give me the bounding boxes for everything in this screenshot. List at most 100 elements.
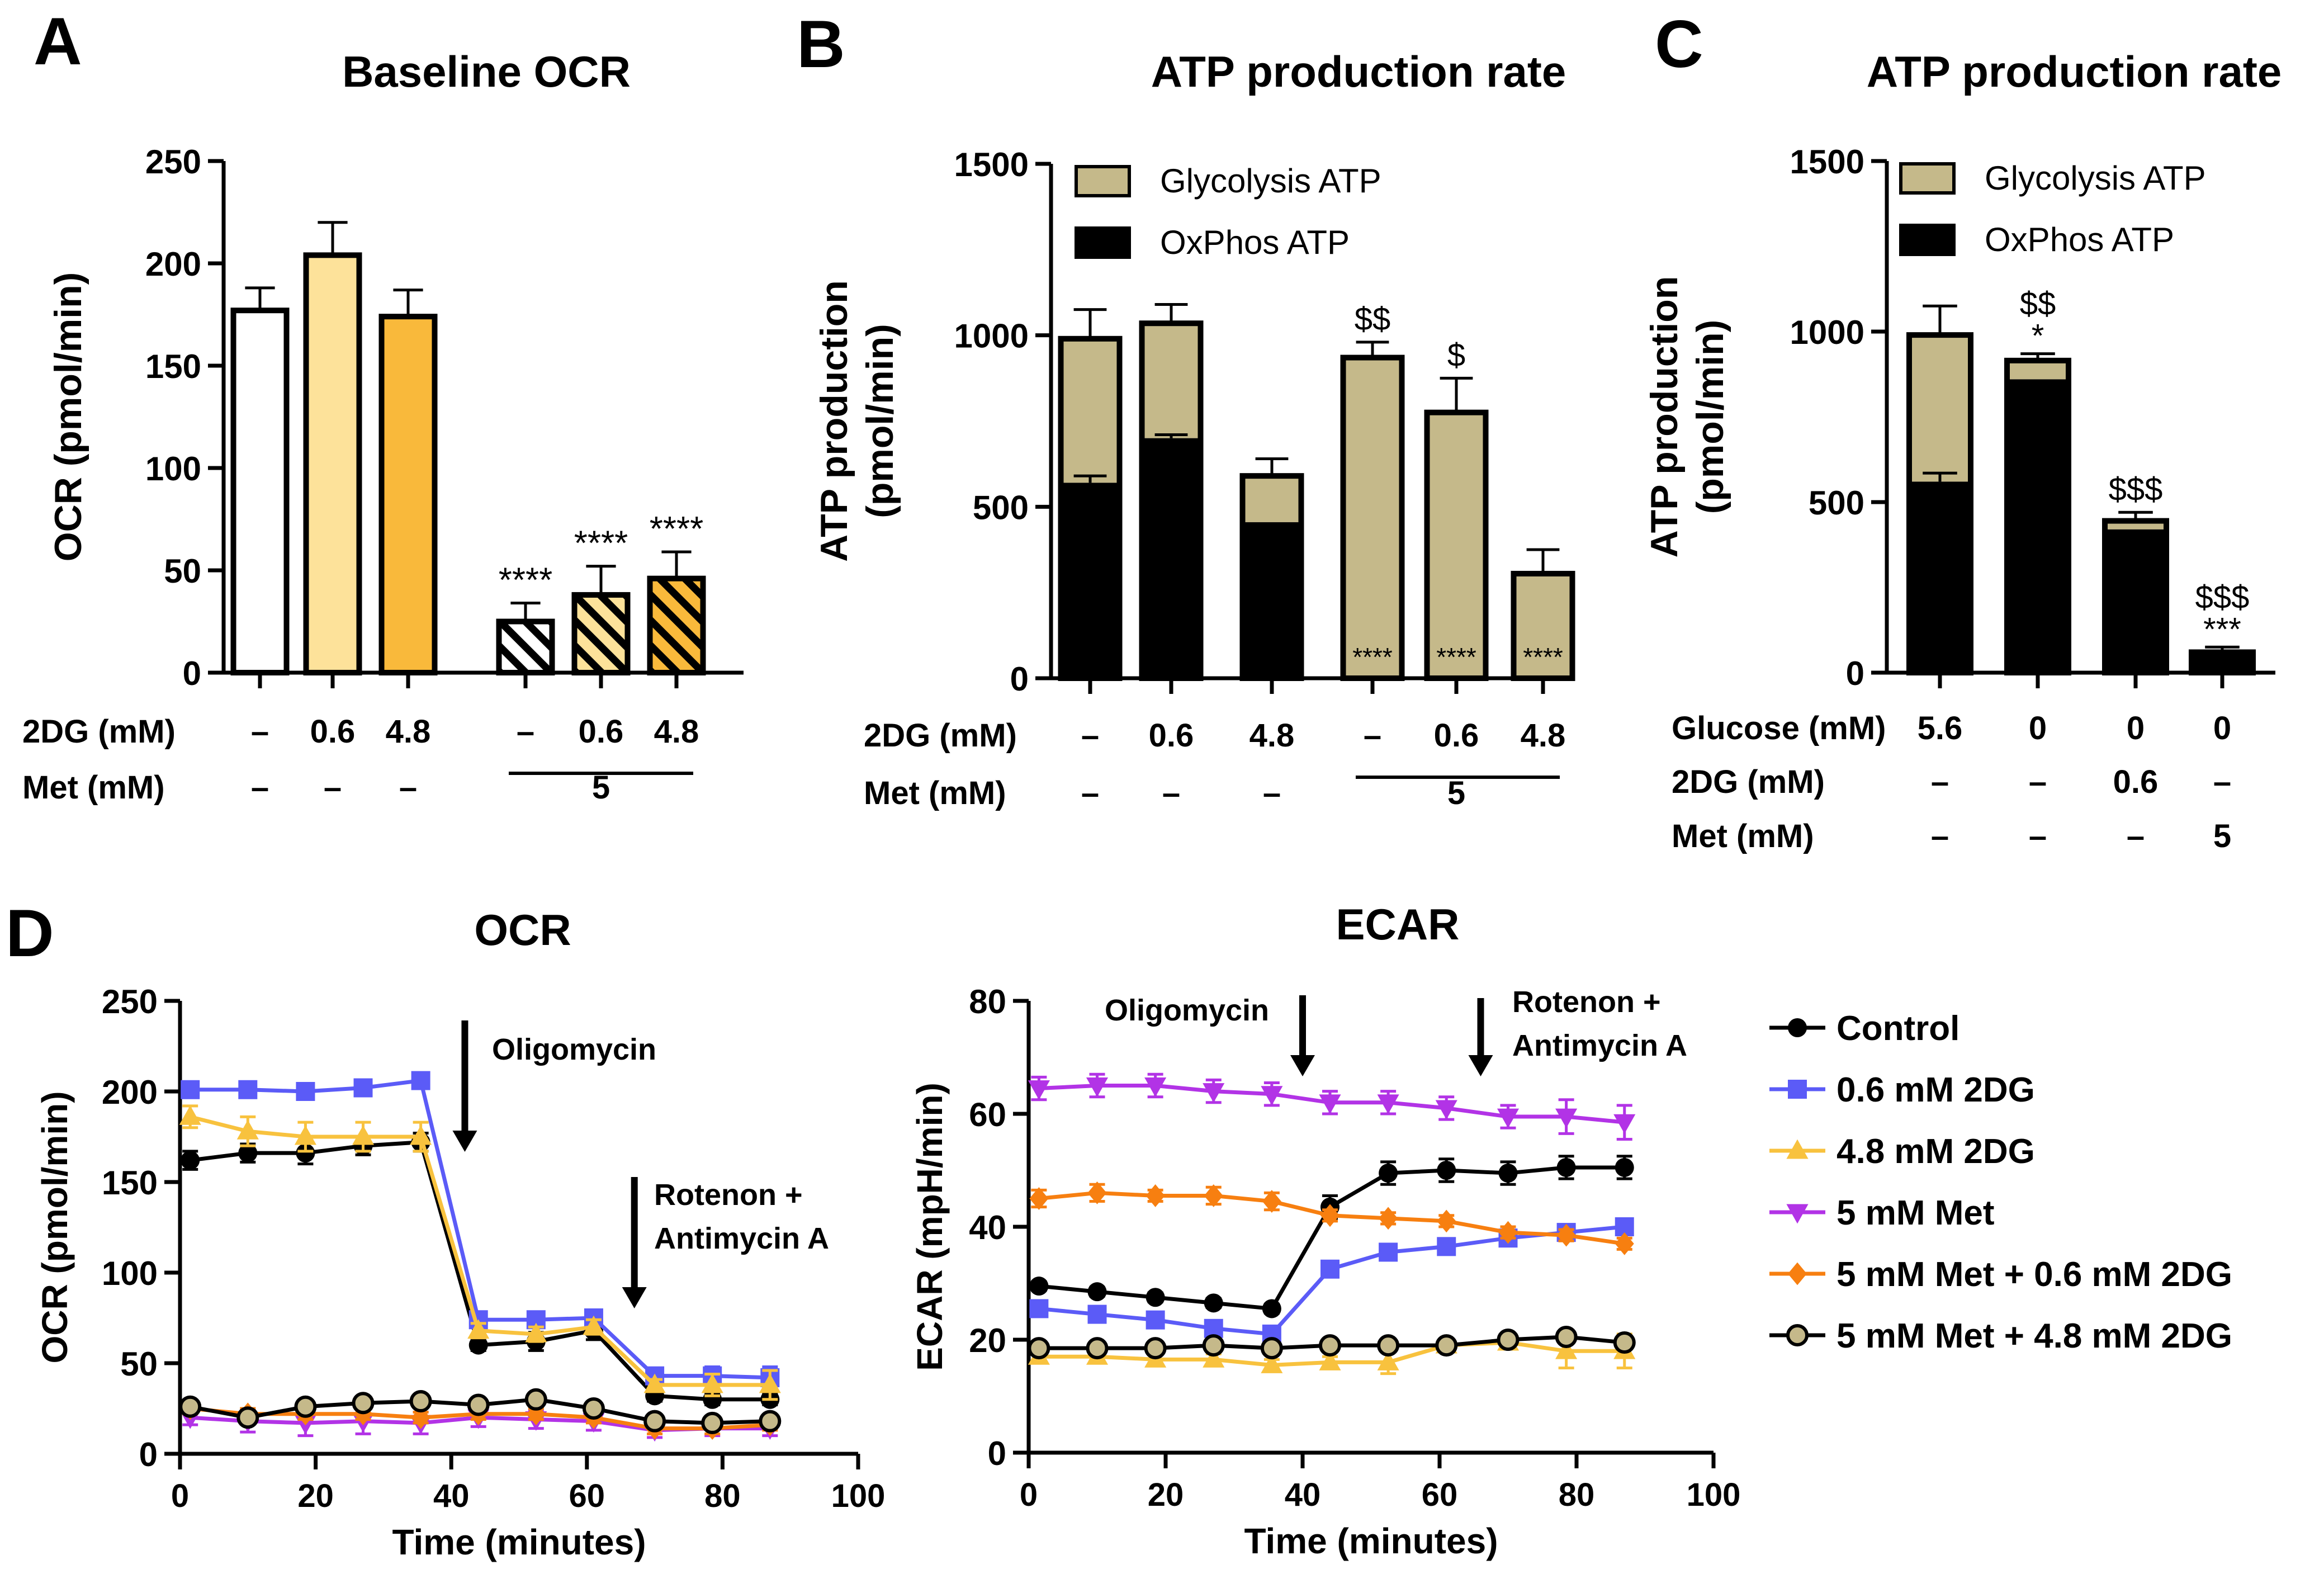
panel-d2-y-label: ECAR (mpH/min) [910,1083,950,1371]
panel-c-annotation-top: $$$ [2109,471,2163,507]
panel-d1-x-tick-label: 0 [171,1478,189,1514]
panel-d2-point-triangle-down [1555,1108,1578,1128]
panel-a-row-value: – [517,713,534,750]
panel-d1-title: OCR [474,905,571,954]
panel-a-title: Baseline OCR [342,47,631,96]
panel-d1-y-tick-label: 0 [139,1436,158,1473]
panel-d2-point-circle-outline [1613,1331,1636,1354]
panel-d1-x-tick-label: 100 [831,1478,886,1514]
panel-d1-point-triangle-up [467,1319,490,1339]
panel-b-atp-production: 0 500 1000 1500 ATP production rate ATP produ… [813,47,1575,811]
panel-d1-annotation: Rotenon + Antimycin A [622,1177,829,1308]
panel-d1-point-circle [296,1143,315,1163]
panel-d1-point-triangle-up [759,1373,781,1393]
legend-label: 4.8 mM 2DG [1837,1132,2035,1171]
panel-d1-y-label: OCR (pmol/min) [35,1091,75,1363]
panel-b-row-value: 4.8 [1249,717,1295,754]
panel-c-legend-swatch [1899,162,1956,195]
panel-b-annotation-top: $ [1447,337,1465,373]
panel-d1-point-triangle-up [410,1125,432,1145]
panel-b-legend-swatch [1075,165,1131,197]
panel-d2-point-triangle-up [1319,1351,1341,1370]
panel-a-row-value: 0.6 [310,713,356,750]
panel-d2-point-diamond [1204,1184,1223,1207]
panel-d2-arrow-label-line: Rotenon + [1512,985,1661,1019]
panel-d1-point-triangle-up [525,1322,547,1343]
legend-marker-triangle-down [1786,1204,1809,1224]
panel-d2-point-circle-outline [1260,1337,1283,1360]
panel-b-bar-glycolysis [1061,338,1120,483]
panel-c-annotation-top: $$ [2020,286,2056,322]
panel-d1-point-circle-outline [352,1392,375,1415]
panel-d2-point-diamond [1379,1207,1398,1230]
panel-c-bar-oxphos [2007,379,2069,673]
panel-c-row-value: – [2213,764,2231,800]
panel-d2-point-triangle-down [1086,1077,1109,1097]
panel-d2-point-circle [1146,1288,1165,1307]
panel-a-y-tick-label: 150 [145,348,201,385]
panel-d1-arrow-head [452,1131,477,1152]
panel-c-row-value: 0 [2213,710,2231,746]
panel-d2-point-triangle-up [1377,1351,1399,1370]
panel-d1-arrow-label-line: Rotenon + [654,1178,803,1212]
panel-d1-y-tick-label: 50 [120,1345,158,1383]
legend-label: 5 mM Met + 4.8 mM 2DG [1837,1317,2232,1355]
legend-label: 0.6 mM 2DG [1837,1071,2035,1109]
panel-a-row-value: 4.8 [386,713,431,750]
panel-d2-point-triangle-down [1435,1100,1457,1120]
panel-d2-y-tick-label: 40 [969,1209,1006,1246]
panel-a-bar-0-6-mm-2dg [303,252,362,675]
panel-d2-point-circle-outline [1377,1334,1400,1357]
panel-d2-point-diamond [1437,1209,1456,1233]
panel-d1-point-circle-outline [643,1410,666,1433]
panel-d2-point-square [1146,1310,1165,1330]
panel-a-row-value: – [324,769,342,806]
panel-d1-point-triangle-up [583,1315,605,1335]
panel-d2-series-5-mm-met-4-8-mm-2dg [1028,1325,1636,1360]
panel-c-y-label-line: (pmol/min) [1689,320,1731,514]
legend-marker-circle-outline [1786,1324,1809,1346]
panel-d2-point-circle-outline [1202,1334,1225,1357]
panel-b-row-label: 2DG (mM) [864,717,1017,754]
panel-d1-point-circle-outline [294,1395,317,1418]
panel-a-bar-5-mm-met [496,618,555,675]
panel-a-significance: **** [650,510,704,549]
panel-d2-point-triangle-up [1261,1354,1283,1373]
legend-item-5-mm-met: 5 mM Met [1769,1194,1994,1232]
legend-marker-triangle-up [1786,1139,1809,1159]
panel-a-y-tick-label: 200 [145,245,201,283]
panel-d2-arrow-label-line: Antimycin A [1512,1029,1687,1062]
panel-b-row-value: – [1162,775,1180,811]
panel-c-bar-oxphos [2192,652,2253,673]
panel-c-y-tick-label: 500 [1809,484,1864,522]
panel-c-row-value: – [1931,764,1949,800]
panel-d2-series-control [1029,1155,1634,1318]
panel-d2-arrow-label: Oligomycin [1105,994,1269,1027]
panel-d2-point-triangle-down [1203,1083,1225,1103]
panel-d1-y-tick-label: 150 [102,1164,158,1202]
panel-d1-point-circle [468,1335,488,1355]
panel-c-y-tick-label: 0 [1846,655,1864,692]
panel-d2-series-0-6-mm-2dg [1029,1217,1634,1344]
panel-d1-point-circle-outline [409,1390,432,1413]
panel-d2-point-triangle-up [1555,1339,1578,1359]
panel-a-row-value: – [251,769,269,806]
panel-c-row-value: – [1931,818,1949,854]
panel-a-group-label: 5 [592,769,610,806]
panel-d2-annotation: Oligomycin [1105,994,1315,1076]
legend-item-5-mm-met-4-8-mm-2dg: 5 mM Met + 4.8 mM 2DG [1769,1317,2232,1355]
legend-label: 5 mM Met + 0.6 mM 2DG [1837,1255,2232,1294]
legend-marker-circle [1788,1018,1807,1037]
panel-d2-point-circle [1379,1164,1398,1183]
legend-item-4-8-mm-2dg: 4.8 mM 2DG [1769,1132,2035,1171]
panel-c-row-label: Met (mM) [1672,818,1814,854]
panel-c-row-value: 5.6 [1918,710,1963,746]
panel-d1-point-circle-outline [701,1411,724,1434]
panel-d1-annotation: Oligomycin [452,1020,656,1152]
panel-d1-series-4-8-mm-2dg [179,1104,781,1401]
panel-c-row-label: 2DG (mM) [1672,764,1825,800]
panel-d1-x-tick-label: 80 [704,1478,741,1514]
panel-d2-arrow-head [1290,1055,1315,1076]
panel-a-significance: **** [574,524,628,563]
